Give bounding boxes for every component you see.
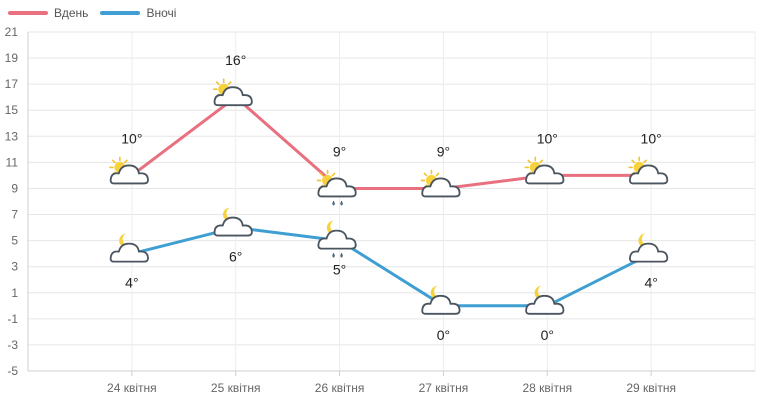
y-tick-label: 17 (5, 77, 19, 91)
sun-ray (643, 159, 648, 164)
value-label: 0° (541, 327, 554, 343)
y-tick-label: 5 (11, 234, 18, 248)
series-line-day (130, 95, 652, 190)
cloud-shape (109, 164, 149, 185)
sun-ray (215, 81, 220, 86)
cloud-shape (213, 216, 253, 237)
y-tick-label: 19 (5, 51, 19, 65)
value-labels: 10° 16° 9° 9° 10° 10° 4° 6° 5° 0° 0° 4° (121, 52, 661, 343)
moon-cloud-icon (525, 285, 565, 315)
value-label: 5° (333, 262, 346, 278)
value-label: 9° (437, 143, 450, 159)
cloud-shape (525, 164, 565, 185)
value-label: 10° (537, 130, 558, 146)
moon-shape (534, 285, 548, 300)
legend-item-day[interactable]: Вдень (8, 6, 88, 20)
moon-cloud-icon (213, 207, 253, 237)
y-tick-label: 3 (11, 260, 18, 274)
legend-label-day: Вдень (54, 6, 89, 20)
sun-ray (124, 159, 128, 164)
x-tick-label: 24 квітня (107, 381, 157, 395)
value-label: 9° (333, 143, 346, 159)
value-label: 6° (229, 249, 242, 265)
y-tick-label: -3 (7, 338, 18, 352)
value-label: 4° (125, 275, 138, 291)
cloud-shape (629, 242, 669, 263)
sun-ray (423, 172, 428, 177)
moon-shape (638, 233, 652, 248)
moon-cloud-icon (421, 285, 461, 315)
sun-ray (111, 159, 116, 164)
moon-rain-cloud-icon (317, 220, 357, 258)
rain-drop (340, 252, 343, 258)
sun-ray (331, 172, 336, 177)
value-label: 10° (641, 130, 662, 146)
y-tick-label: 9 (11, 181, 18, 195)
value-label: 4° (644, 275, 657, 291)
series-marks (109, 78, 669, 315)
partly-sunny-cloud-icon (524, 156, 565, 185)
cloud-shape (317, 177, 357, 198)
moon-shape (430, 285, 444, 300)
y-tick-label: -5 (7, 364, 18, 378)
legend-swatch-day (8, 11, 48, 15)
y-tick-label: 7 (11, 208, 18, 222)
rain-drop (332, 252, 335, 258)
x-tick-label: 26 квітня (315, 381, 365, 395)
cloud-shape (213, 86, 253, 107)
moon-shape (326, 220, 340, 235)
partly-sunny-cloud-icon (420, 169, 461, 198)
partly-sunny-cloud-icon (109, 156, 149, 185)
partly-sunny-cloud-icon (212, 78, 253, 107)
cloud-shape (525, 294, 565, 315)
legend-item-night[interactable]: Вночі (100, 6, 176, 20)
y-axis: 21 19 17 15 13 11 9 7 5 3 1 -1 -3 -5 (5, 25, 29, 378)
rain-drop (332, 200, 335, 206)
y-tick-label: -1 (7, 312, 18, 326)
moon-cloud-icon (629, 233, 669, 263)
sun-ray (435, 172, 440, 177)
cloud-shape (629, 164, 669, 185)
value-label: 10° (121, 130, 142, 146)
rain-drop (340, 200, 343, 206)
x-tick-label: 28 квітня (522, 381, 572, 395)
legend: Вдень Вночі (8, 6, 176, 20)
sun-rain-cloud-icon (316, 169, 357, 206)
sun-ray (631, 159, 635, 164)
legend-swatch-night (100, 11, 141, 15)
y-tick-label: 13 (5, 129, 19, 143)
value-label: 0° (437, 327, 450, 343)
y-tick-label: 1 (11, 286, 18, 300)
x-axis: 24 квітня 25 квітня 26 квітня 27 квітня 28 к… (28, 370, 755, 395)
moon-cloud-icon (109, 233, 149, 263)
sun-ray (527, 159, 532, 164)
grid (27, 31, 756, 372)
value-label: 16° (225, 52, 246, 68)
x-tick-label: 27 квітня (419, 381, 469, 395)
moon-shape (119, 233, 132, 248)
moon-shape (222, 207, 236, 222)
y-tick-label: 21 (5, 25, 19, 39)
partly-sunny-cloud-icon (628, 156, 669, 185)
sun-ray (539, 159, 544, 164)
cloud-shape (109, 242, 149, 263)
cloud-shape (317, 229, 357, 250)
sun-ray (319, 172, 324, 177)
y-tick-label: 11 (6, 155, 19, 169)
x-tick-label: 25 квітня (211, 381, 261, 395)
cloud-shape (421, 294, 461, 315)
sun-ray (227, 81, 232, 86)
x-tick-label: 29 квітня (626, 381, 676, 395)
y-tick-label: 15 (5, 103, 19, 117)
cloud-shape (421, 177, 461, 198)
legend-label-night: Вночі (146, 6, 177, 20)
series-lines (130, 95, 652, 308)
